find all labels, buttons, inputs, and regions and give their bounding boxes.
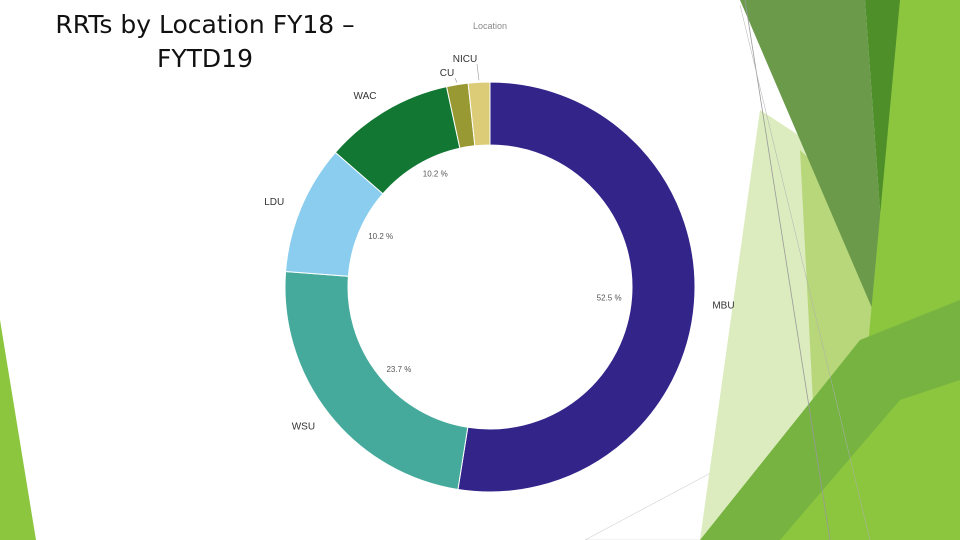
category-label-ldu: LDU xyxy=(264,197,284,208)
category-label-wsu: WSU xyxy=(292,421,315,432)
legend-title: Location xyxy=(473,21,507,31)
value-label-mbu: 52.5 % xyxy=(597,293,622,302)
leader-line-cu xyxy=(454,77,458,83)
deco-thin-line xyxy=(744,0,831,540)
slide-title: RRTs by Location FY18 – FYTD19 xyxy=(40,8,370,76)
deco-thin-line-2 xyxy=(739,4,871,540)
category-label-mbu: MBU xyxy=(712,300,734,311)
category-label-cu: CU xyxy=(440,68,454,79)
slice-wsu[interactable] xyxy=(284,271,469,491)
value-label-wac: 10.2 % xyxy=(423,169,448,178)
leader-line-nicu xyxy=(476,63,480,81)
deco-left-sliver xyxy=(0,320,36,540)
slide-title-line2: FYTD19 xyxy=(157,44,253,73)
deco-bottom-bright xyxy=(780,380,960,540)
slice-mbu[interactable] xyxy=(457,81,696,493)
deco-dark-tri xyxy=(740,0,890,350)
value-label-wsu: 23.7 % xyxy=(386,365,411,374)
slide-title-line1: RRTs by Location FY18 – xyxy=(55,10,355,39)
value-label-ldu: 10.2 % xyxy=(368,232,393,241)
category-label-wac: WAC xyxy=(354,91,377,102)
slice-nicu[interactable] xyxy=(467,81,491,147)
category-label-nicu: NICU xyxy=(453,54,477,65)
